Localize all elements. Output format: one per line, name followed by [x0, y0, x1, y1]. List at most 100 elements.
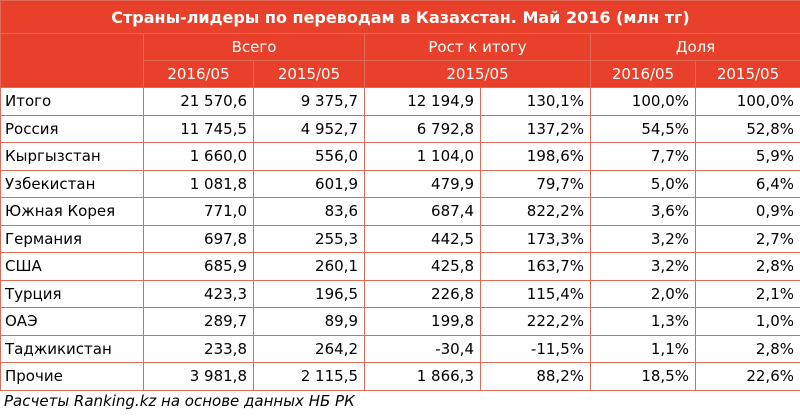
remittances-table: Страны-лидеры по переводам в Казахстан. …	[0, 0, 800, 391]
country-cell: Прочие	[0, 362, 144, 391]
country-cell: Узбекистан	[0, 169, 144, 198]
value-cell: 685,9	[143, 252, 254, 281]
header-group-total: Всего	[143, 33, 365, 61]
country-cell: Кыргызстан	[0, 142, 144, 171]
table-row: Германия 697,8 255,3 442,5 173,3% 3,2% 2,7%	[0, 224, 800, 253]
value-cell: 1 660,0	[143, 142, 254, 171]
value-cell: 289,7	[143, 307, 254, 336]
value-cell: 556,0	[253, 142, 365, 171]
value-cell: 9 375,7	[253, 87, 365, 116]
value-cell: 479,9	[364, 169, 481, 198]
value-cell: 222,2%	[480, 307, 591, 336]
value-cell: 260,1	[253, 252, 365, 281]
value-cell: 1,3%	[590, 307, 696, 336]
value-cell: 130,1%	[480, 87, 591, 116]
value-cell: 1,0%	[695, 307, 800, 336]
table-row: Турция 423,3 196,5 226,8 115,4% 2,0% 2,1%	[0, 279, 800, 308]
header-sub-share-2015: 2015/05	[695, 60, 800, 88]
value-cell: 21 570,6	[143, 87, 254, 116]
value-cell: 88,2%	[480, 362, 591, 391]
value-cell: 423,3	[143, 279, 254, 308]
value-cell: 18,5%	[590, 362, 696, 391]
table-row: Таджикистан 233,8 264,2 -30,4 -11,5% 1,1% 2,8%	[0, 334, 800, 363]
value-cell: 173,3%	[480, 224, 591, 253]
country-cell: Турция	[0, 279, 144, 308]
value-cell: 199,8	[364, 307, 481, 336]
value-cell: 687,4	[364, 197, 481, 226]
value-cell: 2,8%	[695, 252, 800, 281]
table-row: США 685,9 260,1 425,8 163,7% 3,2% 2,8%	[0, 252, 800, 281]
value-cell: 54,5%	[590, 114, 696, 143]
value-cell: 0,9%	[695, 197, 800, 226]
value-cell: 137,2%	[480, 114, 591, 143]
value-cell: 2,7%	[695, 224, 800, 253]
source-footer: Расчеты Ranking.kz на основе данных НБ Р…	[4, 392, 355, 410]
value-cell: 5,0%	[590, 169, 696, 198]
value-cell: 83,6	[253, 197, 365, 226]
value-cell: 163,7%	[480, 252, 591, 281]
value-cell: -11,5%	[480, 334, 591, 363]
value-cell: 196,5	[253, 279, 365, 308]
value-cell: 1 104,0	[364, 142, 481, 171]
table-row: Южная Корея 771,0 83,6 687,4 822,2% 3,6% 0,9%	[0, 197, 800, 226]
country-cell: США	[0, 252, 144, 281]
value-cell: 7,7%	[590, 142, 696, 171]
value-cell: 100,0%	[695, 87, 800, 116]
value-cell: 233,8	[143, 334, 254, 363]
country-cell: Таджикистан	[0, 334, 144, 363]
table-title: Страны-лидеры по переводам в Казахстан. …	[0, 0, 800, 34]
country-cell: Россия	[0, 114, 144, 143]
header-group-growth: Рост к итогу	[364, 33, 591, 61]
value-cell: 264,2	[253, 334, 365, 363]
header-empty-cell	[0, 33, 144, 88]
value-cell: 697,8	[143, 224, 254, 253]
value-cell: 3,6%	[590, 197, 696, 226]
table-row: Кыргызстан 1 660,0 556,0 1 104,0 198,6% 7,7% 5…	[0, 142, 800, 171]
value-cell: 6 792,8	[364, 114, 481, 143]
value-cell: 2,8%	[695, 334, 800, 363]
value-cell: 198,6%	[480, 142, 591, 171]
header-sub-share-2016: 2016/05	[590, 60, 696, 88]
table-body: Итого 21 570,6 9 375,7 12 194,9 130,1% 100,0%…	[0, 87, 800, 391]
value-cell: 3 981,8	[143, 362, 254, 391]
value-cell: 2,1%	[695, 279, 800, 308]
value-cell: 89,9	[253, 307, 365, 336]
value-cell: 79,7%	[480, 169, 591, 198]
value-cell: 6,4%	[695, 169, 800, 198]
value-cell: 2,0%	[590, 279, 696, 308]
value-cell: 226,8	[364, 279, 481, 308]
country-cell: Южная Корея	[0, 197, 144, 226]
value-cell: 1 866,3	[364, 362, 481, 391]
header-sub-growth-2015: 2015/05	[364, 60, 591, 88]
country-cell: Германия	[0, 224, 144, 253]
value-cell: 115,4%	[480, 279, 591, 308]
value-cell: 12 194,9	[364, 87, 481, 116]
table-row: Россия 11 745,5 4 952,7 6 792,8 137,2% 54,5% 5…	[0, 114, 800, 143]
value-cell: 3,2%	[590, 252, 696, 281]
country-cell: ОАЭ	[0, 307, 144, 336]
table-row: ОАЭ 289,7 89,9 199,8 222,2% 1,3% 1,0%	[0, 307, 800, 336]
value-cell: 601,9	[253, 169, 365, 198]
value-cell: 425,8	[364, 252, 481, 281]
value-cell: 100,0%	[590, 87, 696, 116]
value-cell: -30,4	[364, 334, 481, 363]
header-sub-total-2016: 2016/05	[143, 60, 254, 88]
value-cell: 3,2%	[590, 224, 696, 253]
header-group-share: Доля	[590, 33, 800, 61]
value-cell: 11 745,5	[143, 114, 254, 143]
value-cell: 255,3	[253, 224, 365, 253]
country-cell: Итого	[0, 87, 144, 116]
value-cell: 442,5	[364, 224, 481, 253]
value-cell: 22,6%	[695, 362, 800, 391]
header-sub-total-2015: 2015/05	[253, 60, 365, 88]
value-cell: 822,2%	[480, 197, 591, 226]
value-cell: 4 952,7	[253, 114, 365, 143]
value-cell: 1 081,8	[143, 169, 254, 198]
value-cell: 771,0	[143, 197, 254, 226]
table-row: Прочие 3 981,8 2 115,5 1 866,3 88,2% 18,5% 22,…	[0, 362, 800, 391]
value-cell: 2 115,5	[253, 362, 365, 391]
table-row: Итого 21 570,6 9 375,7 12 194,9 130,1% 100,0%…	[0, 87, 800, 116]
value-cell: 52,8%	[695, 114, 800, 143]
value-cell: 5,9%	[695, 142, 800, 171]
